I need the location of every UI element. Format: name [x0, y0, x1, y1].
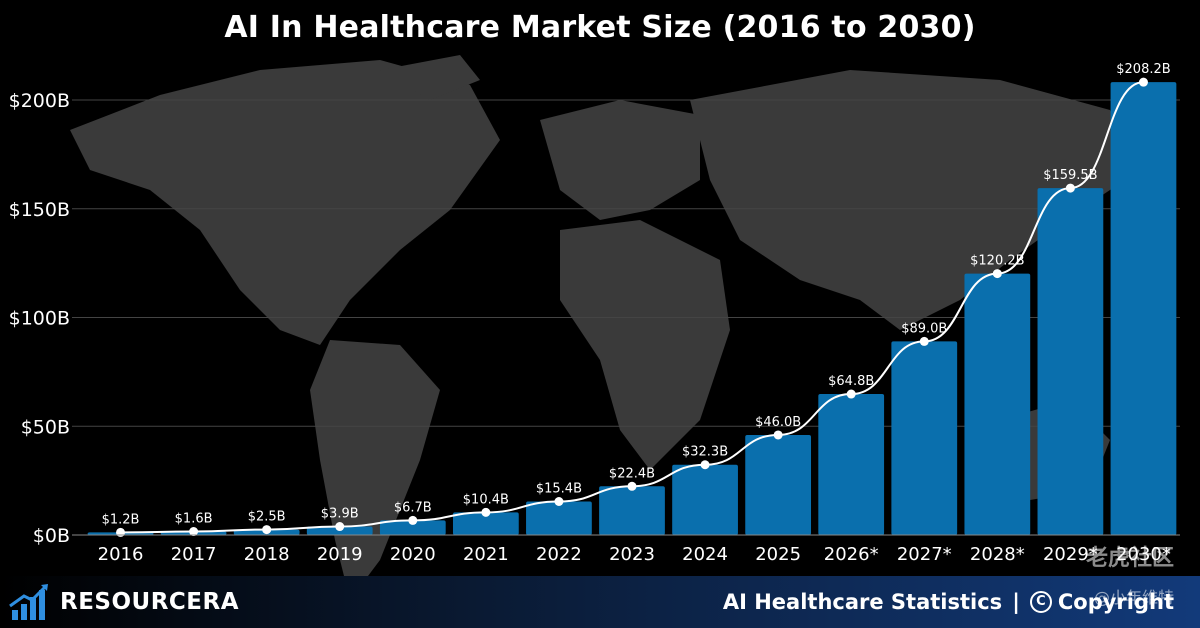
x-tick-label: 2018 — [244, 544, 290, 565]
x-tick-label: 2020 — [390, 544, 436, 565]
trend-point — [408, 515, 418, 525]
bar — [379, 520, 446, 535]
bars — [87, 82, 1177, 535]
bar — [1037, 188, 1104, 535]
brand[interactable]: RESOURCERA — [8, 582, 239, 622]
trend-point — [1065, 183, 1075, 193]
data-label: $15.4B — [536, 482, 582, 497]
data-label: $159.5B — [1043, 168, 1097, 183]
trend-point — [846, 389, 856, 399]
trend-point — [700, 460, 710, 470]
data-label: $6.7B — [394, 500, 432, 515]
x-tick-label: 2021 — [463, 544, 509, 565]
brand-name: RESOURCERA — [60, 589, 240, 615]
footer-bar: RESOURCERA AI Healthcare Statistics | C … — [0, 576, 1200, 628]
data-labels: $1.2B $1.6B $2.5B $3.9B $6.7B $10.4B $15.4B $22… — [102, 62, 1171, 527]
bar — [452, 512, 519, 535]
bar — [891, 341, 958, 535]
bar — [1110, 82, 1177, 535]
x-tick-label: 2025 — [755, 544, 801, 565]
x-tick-label: 2017 — [171, 544, 217, 565]
footer-separator: | — [1012, 590, 1020, 614]
footer-caption: AI Healthcare Statistics | C Copyright — [723, 590, 1174, 614]
data-label: $10.4B — [463, 492, 509, 507]
trend-point — [992, 269, 1002, 279]
x-tick-label: 2016 — [98, 544, 144, 565]
trend-point — [116, 527, 126, 537]
data-label: $1.6B — [175, 512, 213, 527]
map-shape — [380, 55, 480, 100]
map-shape — [690, 70, 1140, 330]
data-label: $1.2B — [102, 512, 140, 527]
y-tick-label: $200B — [9, 90, 70, 112]
map-shape — [560, 220, 730, 470]
footer-caption-text: AI Healthcare Statistics — [722, 590, 1003, 614]
data-label: $89.0B — [901, 321, 947, 336]
x-tick-label: 2019 — [317, 544, 363, 565]
x-tick-label: 2027* — [897, 544, 952, 565]
map-shape — [540, 100, 700, 220]
copyright-text: Copyright — [1057, 590, 1174, 614]
data-label: $2.5B — [248, 510, 286, 525]
y-tick-label: $50B — [21, 416, 70, 438]
y-tick-label: $100B — [9, 308, 70, 330]
watermark-sub: @小年维特 — [1093, 588, 1174, 607]
x-tick-label: 2023 — [609, 544, 655, 565]
watermark-text: 老虎社区 — [1085, 546, 1174, 571]
trend-point — [481, 507, 491, 517]
axes: $0B $50B $100B $150B $200B 2016 2017 2018 2019 20… — [9, 90, 1180, 565]
trend-point — [1138, 77, 1148, 87]
x-tick-label: 2030* — [1116, 544, 1171, 565]
bar — [672, 464, 738, 535]
x-tick-label: 2028* — [970, 544, 1025, 565]
data-label: $120.2B — [970, 254, 1024, 269]
trend-point — [262, 525, 272, 535]
bar-chart-arrow-icon — [9, 584, 48, 620]
chart-title: AI In Healthcare Market Size (2016 to 20… — [224, 10, 976, 45]
data-label: $32.3B — [682, 445, 728, 460]
bar — [964, 273, 1031, 535]
grid-lines — [72, 99, 1180, 427]
data-label: $46.0B — [755, 415, 801, 430]
trend-point — [627, 481, 637, 491]
data-label: $208.2B — [1116, 62, 1170, 77]
x-tick-label: 2029* — [1043, 544, 1098, 565]
trend-point — [773, 430, 783, 440]
bar — [599, 486, 665, 535]
data-label: $22.4B — [609, 466, 655, 481]
data-label: $64.8B — [828, 374, 874, 389]
trend-point — [335, 522, 345, 532]
trend-point — [554, 497, 564, 507]
bar — [745, 434, 812, 535]
bar — [526, 501, 592, 535]
y-tick-label: $0B — [33, 525, 70, 547]
x-tick-label: 2026* — [824, 544, 879, 565]
copyright-icon: C — [1029, 591, 1052, 613]
bar — [818, 394, 885, 535]
y-tick-label: $150B — [9, 199, 70, 221]
data-label: $3.9B — [321, 507, 359, 522]
trend-point — [919, 336, 929, 346]
x-tick-label: 2022 — [536, 544, 582, 565]
map-shape — [70, 60, 500, 345]
x-tick-label: 2024 — [682, 544, 728, 565]
trend-point — [189, 527, 199, 537]
